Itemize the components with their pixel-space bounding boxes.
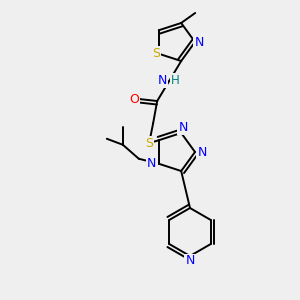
Text: N: N	[158, 74, 167, 86]
Text: N: N	[147, 157, 157, 170]
Text: N: N	[194, 35, 204, 49]
Text: N: N	[178, 122, 188, 134]
Text: H: H	[171, 74, 180, 86]
Text: N: N	[197, 146, 207, 158]
Text: N: N	[185, 254, 195, 268]
Text: O: O	[129, 92, 139, 106]
Text: S: S	[152, 47, 160, 60]
Text: S: S	[145, 136, 153, 149]
